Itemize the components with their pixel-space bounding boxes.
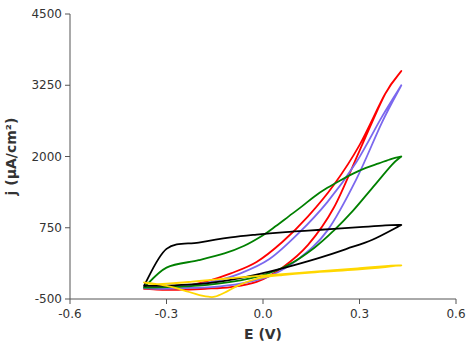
axes: -0.6 -0.3 0.0 0.3 0.6 -500 750 2000 3250 4500 <box>31 7 465 321</box>
y-tick <box>65 14 70 15</box>
y-tick-label: 750 <box>39 221 62 235</box>
x-tick <box>166 299 167 304</box>
plot-area <box>70 14 456 299</box>
y-tick <box>65 227 70 228</box>
y-tick-label: 4500 <box>31 7 62 21</box>
y-tick-label: 2000 <box>31 150 62 164</box>
x-tick-label: 0.3 <box>350 307 369 321</box>
x-tick-label: -0.3 <box>155 307 178 321</box>
x-tick <box>263 299 264 304</box>
cv-curve <box>144 265 401 297</box>
x-tick-label: 0.6 <box>446 307 465 321</box>
y-tick-label: 3250 <box>31 78 62 92</box>
y-tick <box>65 85 70 86</box>
x-tick-label: -0.6 <box>58 307 81 321</box>
x-tick <box>359 299 360 304</box>
chart: -0.6 -0.3 0.0 0.3 0.6 -500 750 2000 3250 4500 E (V… <box>0 0 474 347</box>
x-axis-label: E (V) <box>244 326 282 342</box>
x-tick-label: 0.0 <box>253 307 272 321</box>
curves <box>144 71 401 297</box>
cv-curve <box>144 71 401 290</box>
cv-curve <box>144 85 401 288</box>
y-tick-label: -500 <box>35 292 62 306</box>
x-tick <box>456 299 457 304</box>
y-tick <box>65 156 70 157</box>
y-axis-label: j (μA/cm²) <box>3 118 19 197</box>
x-tick <box>70 299 71 304</box>
y-tick <box>65 299 70 300</box>
